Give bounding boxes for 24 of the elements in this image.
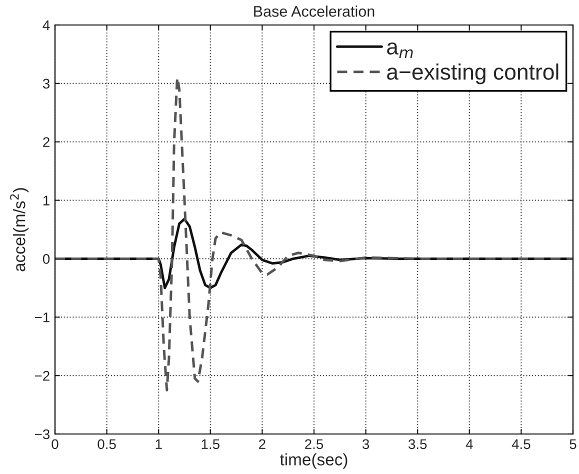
x-tick-label: 5 <box>570 439 576 450</box>
x-tick-label: 4.5 <box>512 439 530 450</box>
y-tick-label: −3 <box>34 429 50 440</box>
x-tick-label: 3 <box>362 439 370 450</box>
y-tick-label: 1 <box>43 196 50 206</box>
x-tick-label: 2.5 <box>305 439 324 450</box>
legend-label: a−existing control <box>387 63 558 84</box>
y-axis-title: accel(m/s$^{2}$) <box>10 188 29 272</box>
y-tick-label: 3 <box>42 78 50 89</box>
chart-title: Base Acceleration <box>254 6 374 17</box>
y-tick-label: 0 <box>42 254 50 264</box>
x-tick-label: 1.5 <box>202 439 220 450</box>
y-tick-label: −1 <box>34 312 50 322</box>
x-tick-label: 3.5 <box>408 439 427 450</box>
x-tick-label: 0.5 <box>98 439 116 450</box>
legend-label: a$_{m}$ <box>387 42 413 58</box>
x-tick-label: 4 <box>466 439 473 449</box>
x-tick-label: 2 <box>259 439 266 449</box>
x-tick-label: 0 <box>52 439 58 450</box>
x-axis-title: time(sec) <box>280 453 348 469</box>
y-tick-label: 4 <box>42 20 50 30</box>
y-tick-label: 2 <box>43 137 50 147</box>
x-tick-label: 1 <box>156 439 162 449</box>
y-tick-label: −2 <box>34 370 50 381</box>
